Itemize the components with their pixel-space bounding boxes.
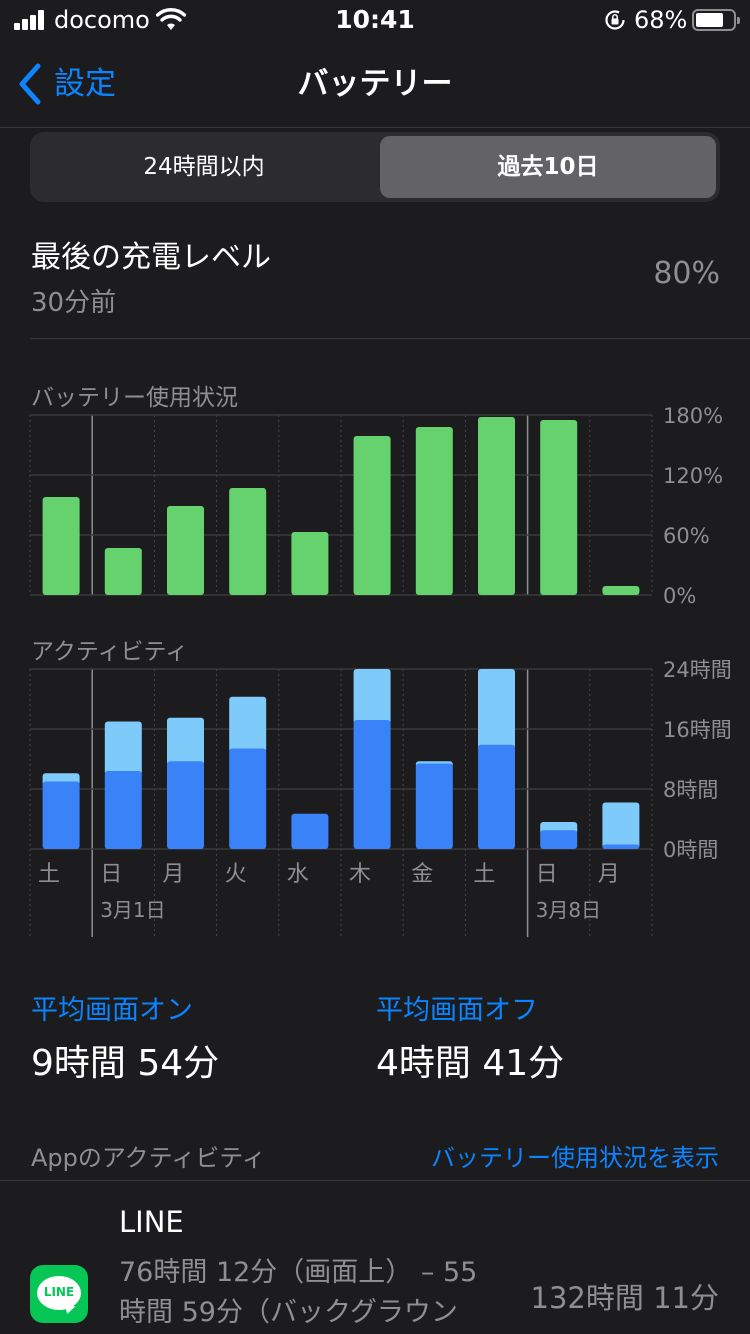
date-label: 3月1日 [100,898,165,922]
app-name: LINE [119,1205,184,1239]
screen-off-bar [353,669,391,724]
battery-bar [42,497,80,595]
app-usage-detail: 76時間 12分（画面上） – 55時間 59分（バックグラウン [119,1257,478,1328]
navigation-bar: 設定 バッテリー [0,40,750,128]
battery-bar [291,532,329,595]
back-button[interactable]: 設定 [16,62,116,106]
battery-icon [692,9,740,31]
screen-on-bar [415,763,453,849]
screen-on-bar [167,761,204,849]
avg-screen-off-value: 4時間 41分 [376,1043,565,1084]
x-tick-label: 月 [162,862,184,887]
x-tick-label: 金 [411,862,433,887]
divider [0,1180,750,1181]
y-tick-label: 24時間 [663,658,732,682]
back-label: 設定 [54,66,116,102]
x-tick-label: 土 [38,862,60,887]
x-tick-label: 月 [598,862,620,887]
y-tick-label: 8時間 [663,778,718,802]
avg-screen-on-label: 平均画面オン [31,995,193,1026]
x-tick-label: 水 [287,862,309,887]
screen-off-bar [229,696,267,753]
battery-bar [602,586,640,595]
screen-on-bar [602,844,640,849]
y-tick-label: 60% [663,524,710,548]
avg-screen-off-label: 平均画面オフ [376,995,538,1026]
status-time: 10:41 [335,5,415,34]
y-tick-label: 16時間 [663,718,732,742]
period-segmented-control: 24時間以内 過去10日 [30,132,720,202]
screen-off-bar [602,802,640,849]
x-tick-label: 木 [349,862,371,887]
battery-bar [353,436,391,595]
line-app-icon: LINE [30,1265,88,1323]
y-tick-label: 0% [663,584,696,605]
x-tick-label: 土 [473,862,495,887]
x-tick-label: 日 [100,862,122,887]
battery-usage-chart: 180% 120% 60% 0% [29,404,723,605]
activity-label: アクティビティ [31,639,189,665]
divider [30,338,750,339]
wifi-icon [156,8,186,30]
screen-off-bar [104,721,142,775]
screen-on-bar [353,720,391,849]
y-tick-label: 180% [663,404,723,428]
date-label: 3月8日 [536,898,601,922]
x-tick-label: 日 [536,862,558,887]
app-activity-header: Appのアクティビティ [31,1144,266,1172]
show-battery-usage-link[interactable]: バッテリー使用状況を表示 [431,1144,719,1172]
screen-on-bar [291,813,329,849]
battery-bar [478,417,515,595]
x-tick-label: 火 [225,862,247,887]
page-title: バッテリー [297,66,453,102]
screen-on-bar [478,744,515,849]
screen-on-bar [104,771,142,849]
carrier-name: docomo [54,6,150,34]
chevron-left-icon [19,63,41,105]
battery-usage-label: バッテリー使用状況 [31,385,238,411]
segment-24-hours[interactable]: 24時間以内 [143,154,265,180]
screen-off-bar [478,669,515,749]
screen-on-bar [229,748,267,849]
battery-bar [229,488,267,595]
screen-off-bar [167,717,204,766]
last-charge-time: 30分前 [31,288,117,318]
avg-screen-on-value: 9時間 54分 [31,1043,220,1084]
orientation-lock-icon [605,10,625,30]
status-bar: docomo 10:41 68% [0,0,750,40]
signal-icon [14,10,48,30]
last-charge-level: 80% [653,256,720,291]
battery-bar [167,506,204,595]
battery-bar [104,548,142,595]
screen-on-bar [540,830,578,849]
app-row-line[interactable]: LINE LINE 76時間 12分（画面上） – 55時間 59分（バックグラ… [0,1181,750,1334]
segment-10-days[interactable]: 過去10日 [380,136,716,198]
screen-on-bar [42,781,80,849]
last-charge-title: 最後の充電レベル [31,240,271,275]
app-total-time: 132時間 11分 [530,1281,719,1315]
battery-bar [540,420,578,595]
y-tick-label: 120% [663,464,723,488]
battery-bar [415,427,453,595]
y-tick-label: 0時間 [663,838,718,862]
battery-percent: 68% [634,6,688,34]
